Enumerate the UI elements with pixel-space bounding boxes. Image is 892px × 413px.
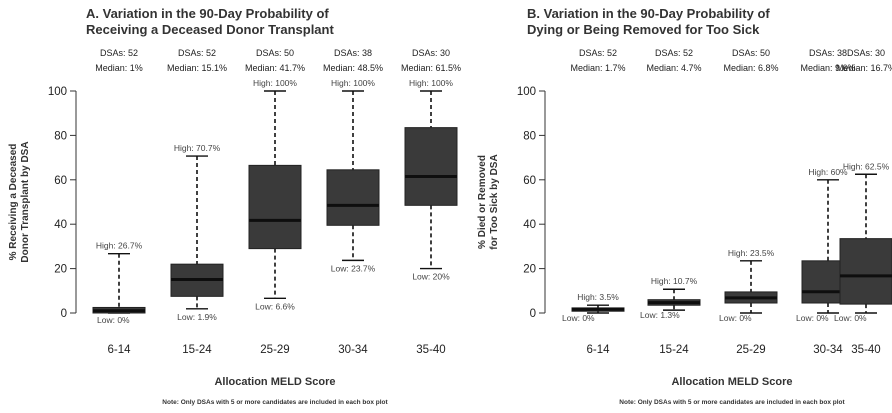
high-label: High: 70.7%: [174, 143, 221, 153]
panel-b: B. Variation in the 90-Day Probability o…: [477, 6, 892, 406]
median-label: Median: 16.7%: [836, 63, 892, 73]
high-label: High: 26.7%: [96, 241, 143, 251]
x-tick-label: 15-24: [182, 344, 212, 356]
y-tick-label: 40: [54, 219, 67, 231]
high-label: High: 10.7%: [651, 276, 698, 286]
y-tick-label: 100: [48, 86, 67, 98]
x-axis-label: Allocation MELD Score: [214, 376, 335, 388]
box: [839, 238, 892, 305]
footnote: Note: Only DSAs with 5 or more candidate…: [162, 399, 388, 406]
median-label: Median: 48.5%: [323, 63, 383, 73]
y-tick-label: 20: [54, 264, 67, 276]
low-label: Low: 6.6%: [255, 301, 295, 311]
box: [404, 127, 458, 206]
y-tick-label: 40: [523, 219, 536, 231]
low-label: Low: 20%: [412, 272, 450, 282]
y-tick-label: 0: [61, 308, 67, 320]
x-tick-label: 35-40: [416, 344, 445, 356]
median-label: Median: 15.1%: [167, 63, 227, 73]
x-axis-label: Allocation MELD Score: [671, 376, 792, 388]
box: [248, 164, 302, 250]
high-label: High: 62.5%: [843, 161, 890, 171]
chart-subtitle: Receiving a Deceased Donor Transplant: [86, 22, 334, 37]
low-label: Low: 23.7%: [331, 263, 376, 273]
y-tick-label: 0: [530, 308, 536, 320]
dsas-label: DSAs: 52: [655, 48, 693, 58]
high-label: High: 3.5%: [577, 292, 619, 302]
chart-title: B. Variation in the 90-Day Probability o…: [527, 6, 770, 21]
low-label: Low: 1.3%: [640, 310, 680, 320]
x-tick-label: 6-14: [107, 344, 131, 356]
median-label: Median: 9.6%: [800, 63, 855, 73]
median-label: Median: 6.8%: [723, 63, 778, 73]
low-label: Low: 0%: [719, 313, 752, 323]
x-tick-label: 30-34: [338, 344, 368, 356]
high-label: High: 60%: [808, 167, 848, 177]
median-label: Median: 1%: [95, 63, 143, 73]
y-tick-label: 60: [54, 175, 67, 187]
x-tick-label: 6-14: [586, 344, 610, 356]
dsas-label: DSAs: 52: [579, 48, 617, 58]
median-label: Median: 61.5%: [401, 63, 461, 73]
x-tick-label: 25-29: [260, 344, 289, 356]
chart-subtitle: Dying or Being Removed for Too Sick: [527, 22, 760, 37]
y-tick-label: 100: [517, 86, 536, 98]
dsas-label: DSAs: 30: [847, 48, 885, 58]
dsas-label: DSAs: 38: [334, 48, 372, 58]
y-tick-label: 80: [523, 130, 536, 142]
low-label: Low: 0%: [796, 313, 829, 323]
y-tick-label: 80: [54, 130, 67, 142]
median-label: Median: 4.7%: [646, 63, 701, 73]
low-label: Low: 0%: [834, 313, 867, 323]
high-label: High: 100%: [253, 78, 297, 88]
x-tick-label: 35-40: [851, 344, 880, 356]
y-axis-label-line2: Donor Transplant by DSA: [20, 141, 31, 262]
x-tick-label: 15-24: [659, 344, 689, 356]
dsas-label: DSAs: 52: [178, 48, 216, 58]
box: [326, 169, 380, 226]
low-label: Low: 0%: [97, 315, 130, 325]
dsas-label: DSAs: 50: [256, 48, 294, 58]
low-label: Low: 0%: [562, 313, 595, 323]
y-tick-label: 20: [523, 264, 536, 276]
dsas-label: DSAs: 38: [809, 48, 847, 58]
y-tick-label: 60: [523, 175, 536, 187]
y-axis-label: % Died or Removed: [477, 155, 488, 249]
dsas-label: DSAs: 30: [412, 48, 450, 58]
y-axis-label: % Receiving a Deceased: [8, 144, 19, 261]
panel-a: A. Variation in the 90-Day Probability o…: [8, 6, 461, 406]
x-tick-label: 25-29: [736, 344, 765, 356]
high-label: High: 100%: [409, 78, 453, 88]
high-label: High: 23.5%: [728, 248, 775, 258]
y-axis-label-line2: for Too Sick by DSA: [489, 154, 500, 249]
median-label: Median: 1.7%: [570, 63, 625, 73]
low-label: Low: 1.9%: [177, 312, 217, 322]
dsas-label: DSAs: 52: [100, 48, 138, 58]
footnote: Note: Only DSAs with 5 or more candidate…: [619, 399, 845, 406]
chart-title: A. Variation in the 90-Day Probability o…: [86, 6, 329, 21]
high-label: High: 100%: [331, 78, 375, 88]
dsas-label: DSAs: 50: [732, 48, 770, 58]
median-label: Median: 41.7%: [245, 63, 305, 73]
x-tick-label: 30-34: [813, 344, 843, 356]
